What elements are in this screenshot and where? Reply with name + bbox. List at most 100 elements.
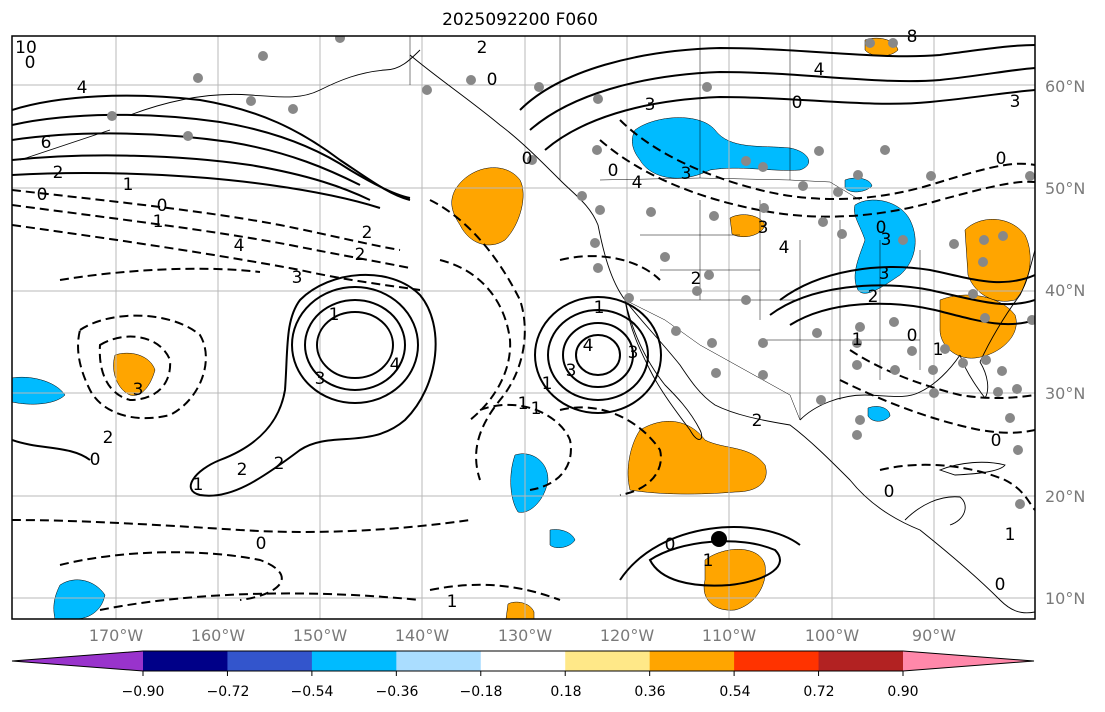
contour-label: 0 (884, 482, 895, 502)
positive-contour (12, 132, 361, 186)
contour-label: 2 (477, 38, 488, 58)
contour-label: 3 (566, 361, 577, 381)
negative-contour (12, 224, 421, 291)
contour-label: 0 (996, 149, 1007, 169)
colorbar-tick-label: 0.72 (803, 684, 835, 700)
negative-contour (12, 189, 401, 251)
contour-label: 2 (691, 269, 702, 289)
positive-contour (519, 44, 1035, 111)
contour-label: 0 (991, 431, 1002, 451)
negative-area (510, 453, 549, 513)
negative-contour (559, 406, 662, 496)
map-background (12, 36, 1035, 619)
contour-label: 2 (362, 223, 373, 243)
positive-contour (562, 322, 634, 388)
contour-label: 4 (77, 78, 88, 98)
contour-label: 2 (868, 287, 879, 307)
contour-label: 3 (315, 369, 326, 389)
lon-label: 110°W (701, 626, 757, 645)
negative-contour (439, 259, 512, 421)
feature-marker (711, 531, 727, 547)
colorbar (11, 650, 1035, 676)
lat-label: 40°N (1045, 281, 1086, 300)
lon-label: 170°W (88, 626, 144, 645)
lon-label: 160°W (190, 626, 246, 645)
lon-label: 90°W (911, 626, 957, 645)
colorbar-tick-label: 0.36 (634, 684, 666, 700)
negative-area (12, 377, 66, 405)
colorbar-tick-label: −0.54 (290, 684, 334, 700)
contour-label: 2 (274, 454, 285, 474)
positive-contour (316, 311, 394, 379)
negative-contour (479, 403, 572, 491)
gulf-coast (799, 354, 961, 421)
negative-area (854, 199, 916, 294)
contour-label: 3 (681, 164, 692, 184)
positive-area (729, 214, 766, 237)
contour-label: 3 (879, 264, 890, 284)
positive-area (703, 549, 766, 611)
negative-contours (12, 119, 1035, 611)
colorbar-segment (480, 651, 566, 671)
negative-contour (59, 267, 261, 281)
lat-label: 50°N (1045, 179, 1086, 198)
contour-label: 2 (53, 163, 64, 183)
colorbar-high-extension (903, 651, 1034, 671)
contour-label: 0 (665, 535, 676, 555)
atlantic-coast (979, 249, 1035, 363)
positive-contour (529, 67, 1035, 131)
observation-points (107, 36, 1035, 509)
map-frame (11, 35, 1036, 620)
negative-contour (12, 519, 471, 533)
colorbar-segment (396, 651, 482, 671)
contour-label: 3 (758, 218, 769, 238)
positive-contour (547, 309, 649, 401)
positive-contour (189, 273, 437, 497)
contour-label: 0 (995, 575, 1006, 595)
contour-label: 1 (852, 330, 863, 350)
positive-contour (304, 299, 406, 391)
contour-label: 2 (237, 460, 248, 480)
contour-label: 0 (25, 53, 36, 73)
positive-contour (534, 296, 662, 414)
contour-label: 0 (256, 534, 267, 554)
contour-label: 0 (608, 161, 619, 181)
contour-label: 0 (487, 70, 498, 90)
negative-contour (59, 551, 283, 601)
positive-contour (619, 526, 801, 581)
contour-label: 4 (632, 173, 643, 193)
contour-label: 4 (234, 236, 245, 256)
positive-contour (769, 284, 1035, 316)
contour-label: 0 (90, 450, 101, 470)
colorbar-tick-label: 0.90 (887, 684, 919, 700)
colorbar-segment (227, 651, 313, 671)
negative-contour (429, 199, 526, 481)
positive-contour (544, 89, 1035, 151)
north-america-coast (409, 54, 1035, 614)
contours (12, 44, 1035, 587)
contour-label: 0 (876, 218, 887, 238)
contour-label: 1 (193, 475, 204, 495)
contour-label: 3 (133, 380, 144, 400)
negative-area (549, 529, 576, 548)
colorbar-segment (649, 651, 735, 671)
contour-label: 4 (390, 355, 401, 375)
contour-label: 0 (37, 185, 48, 205)
negative-contour (12, 204, 411, 269)
colorbar-segment (311, 651, 397, 671)
colorbar-segment (818, 651, 904, 671)
negative-contour (879, 463, 1035, 511)
positive-contour (779, 266, 1035, 301)
contour-label: 1 (153, 212, 164, 232)
colorbar-segment (143, 651, 228, 671)
positive-contour (789, 302, 1035, 326)
contour-label: 8 (907, 27, 918, 47)
positive-contour (291, 286, 419, 404)
positive-contour (12, 439, 91, 461)
contour-label: 0 (157, 196, 168, 216)
negative-contour (599, 139, 1035, 218)
negative-contour (839, 379, 1035, 434)
contour-label: 1 (594, 298, 605, 318)
